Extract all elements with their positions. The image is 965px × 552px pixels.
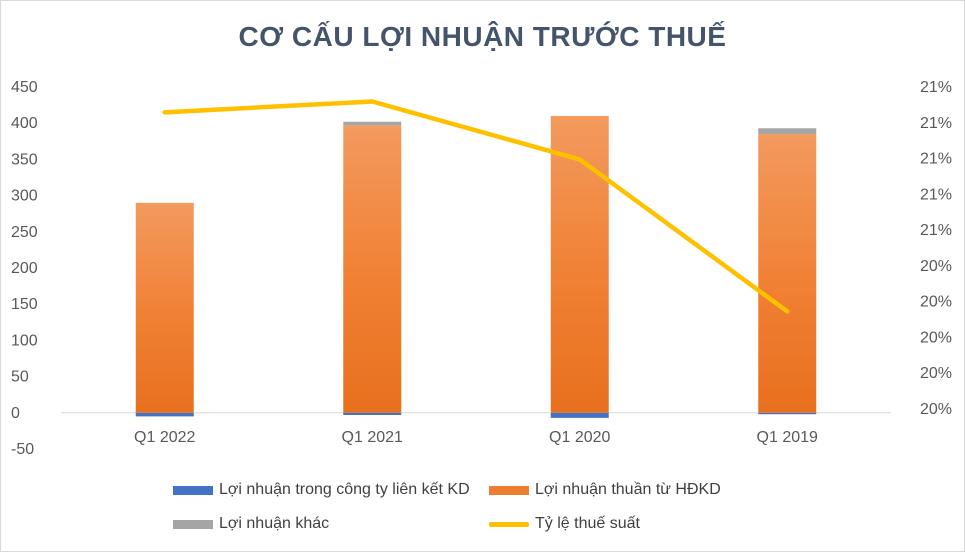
- bar: [135, 202, 194, 413]
- bar: [343, 412, 402, 415]
- right-tick-label: 20%: [920, 401, 952, 418]
- tax-rate-line: [162, 99, 790, 314]
- left-tick-label: 400: [11, 115, 38, 132]
- left-tick-label: 100: [11, 332, 38, 349]
- bar: [758, 134, 817, 413]
- right-axis-ticks: 21% 21% 21% 21% 21% 20% 20% 20% 20% 20%: [920, 79, 952, 418]
- right-tick-label: 21%: [920, 222, 952, 239]
- legend-item-other: Lợi nhuận khác: [173, 515, 329, 533]
- right-tick-label: 21%: [920, 79, 952, 96]
- right-tick-label: 21%: [920, 186, 952, 203]
- bar: [758, 128, 817, 135]
- left-tick-label: 350: [11, 151, 38, 168]
- legend-swatch-yellow-line: [489, 521, 529, 527]
- line-point: [162, 110, 167, 115]
- right-tick-label: 21%: [920, 151, 952, 168]
- left-axis-ticks: 450 400 350 300 250 200 150 100 50 0 -50: [11, 79, 38, 458]
- left-tick-label: 50: [11, 369, 29, 386]
- legend-swatch-orange: [489, 485, 529, 495]
- right-tick-label: 21%: [920, 115, 952, 132]
- category-label: Q1 2020: [549, 429, 610, 446]
- left-tick-label: 250: [11, 224, 38, 241]
- bar: [550, 412, 609, 418]
- category-labels: Q1 2022 Q1 2021 Q1 2020 Q1 2019: [134, 429, 818, 446]
- legend-swatch-gray: [173, 519, 213, 529]
- left-tick-label: 200: [11, 260, 38, 277]
- left-tick-label: 150: [11, 296, 38, 313]
- legend-item-associates: Lợi nhuận trong công ty liên kết KD: [173, 481, 470, 499]
- right-tick-label: 20%: [920, 294, 952, 311]
- category-label: Q1 2021: [342, 429, 403, 446]
- left-tick-label: 0: [11, 405, 20, 422]
- line-point: [370, 99, 375, 104]
- bar: [550, 115, 609, 413]
- bar: [135, 412, 194, 417]
- legend-swatch-blue: [173, 485, 213, 495]
- category-label: Q1 2019: [757, 429, 818, 446]
- legend-label-tax-rate: Tỷ lệ thuế suất: [535, 515, 640, 532]
- legend-item-tax-rate: Tỷ lệ thuế suất: [489, 515, 640, 533]
- right-tick-label: 20%: [920, 365, 952, 382]
- line-series-group: [162, 99, 790, 314]
- legend-label-operating: Lợi nhuận thuần từ HĐKD: [535, 481, 721, 498]
- left-tick-label: -50: [11, 441, 34, 458]
- bar: [343, 121, 402, 126]
- left-tick-label: 300: [11, 188, 38, 205]
- bars-group: [135, 115, 817, 418]
- bar: [343, 125, 402, 413]
- bar: [758, 412, 817, 415]
- legend-label-associates: Lợi nhuận trong công ty liên kết KD: [219, 481, 470, 498]
- legend-item-operating: Lợi nhuận thuần từ HĐKD: [489, 481, 721, 499]
- line-point: [785, 309, 790, 314]
- chart-title: CƠ CẤU LỢI NHUẬN TRƯỚC THUẾ: [238, 21, 727, 52]
- line-point: [577, 157, 582, 162]
- legend-label-other: Lợi nhuận khác: [219, 515, 330, 532]
- category-label: Q1 2022: [134, 429, 195, 446]
- right-tick-label: 20%: [920, 258, 952, 275]
- left-tick-label: 450: [11, 79, 38, 96]
- right-tick-label: 20%: [920, 329, 952, 346]
